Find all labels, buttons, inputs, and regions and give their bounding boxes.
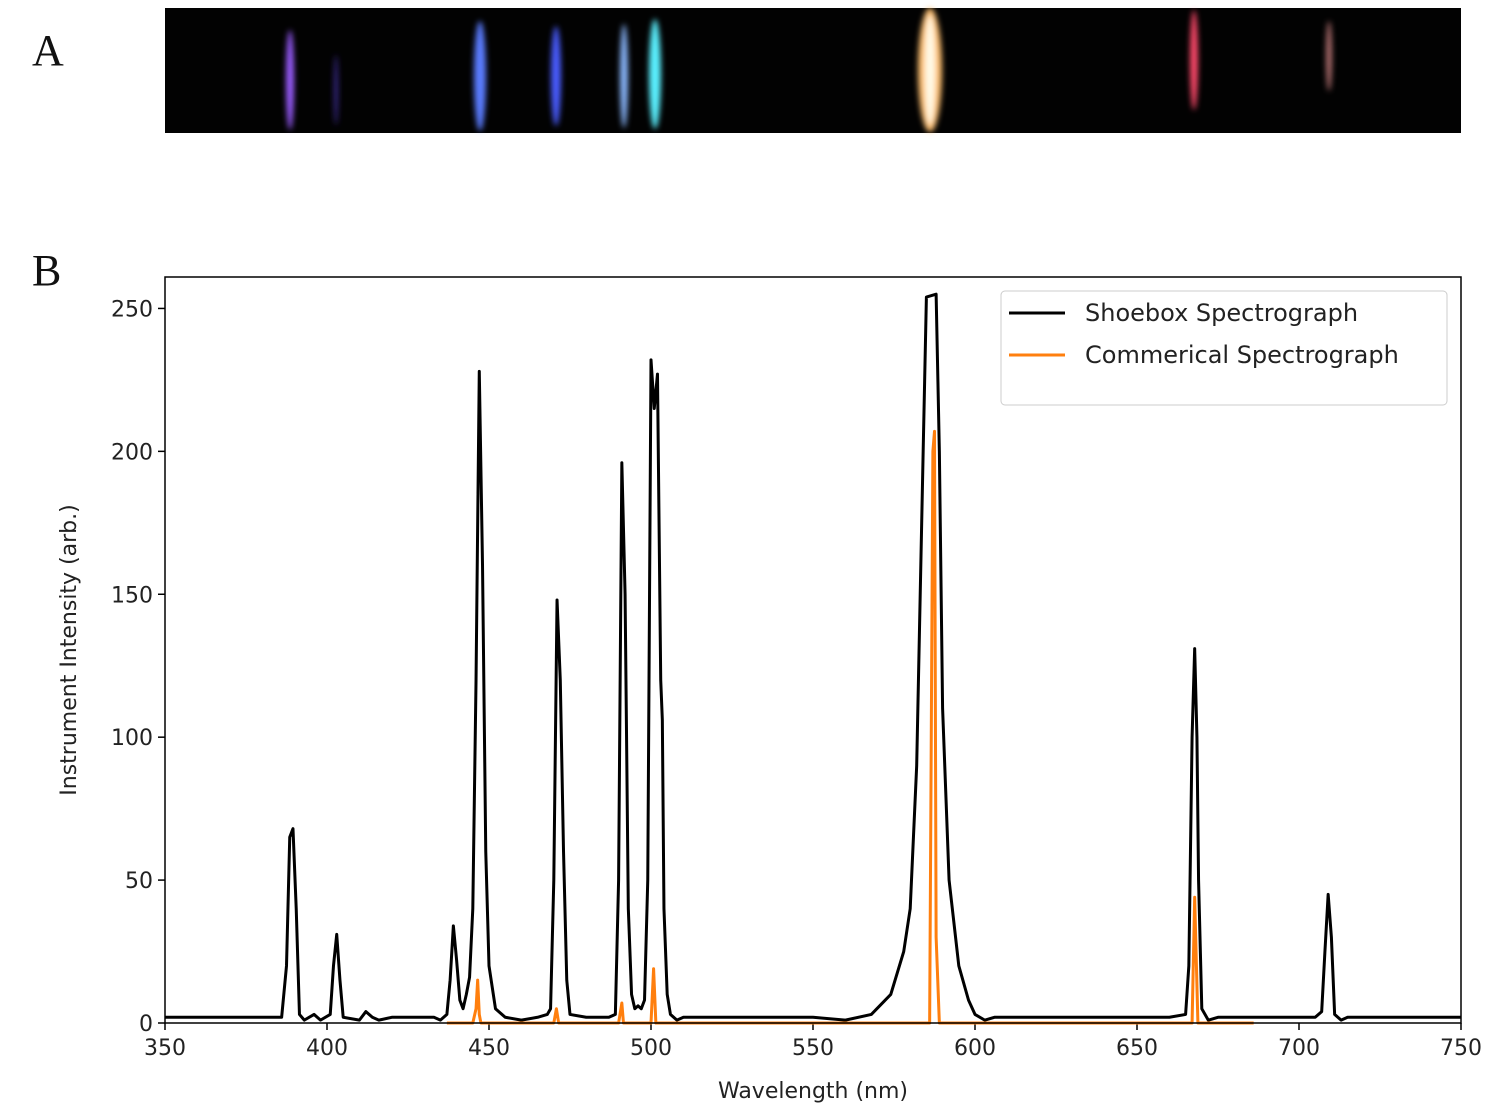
y-tick-label: 150 xyxy=(111,583,153,608)
emission-line xyxy=(334,55,338,125)
y-tick-label: 50 xyxy=(125,869,153,894)
x-tick-label: 450 xyxy=(468,1036,510,1061)
image-background xyxy=(165,8,1461,133)
x-tick-label: 350 xyxy=(144,1036,186,1061)
y-tick-label: 200 xyxy=(111,440,153,465)
data-line xyxy=(446,429,1254,1025)
data-line xyxy=(165,292,1461,1022)
x-tick-label: 750 xyxy=(1440,1036,1482,1061)
plot-frame xyxy=(164,276,1462,1024)
y-tick-label: 250 xyxy=(111,297,153,322)
emission-line xyxy=(1190,10,1198,110)
emission-line xyxy=(620,24,628,128)
panel-label: A xyxy=(32,26,64,75)
legend: Shoebox Spectrograph Commerical Spectrogr… xyxy=(1000,290,1448,406)
emission-line xyxy=(474,21,486,131)
x-tick-label: 550 xyxy=(792,1036,834,1061)
emission-line xyxy=(925,15,935,125)
x-tick-label: 700 xyxy=(1278,1036,1320,1061)
x-axis-label: Wavelength (nm) xyxy=(718,1079,908,1104)
x-tick-label: 400 xyxy=(306,1036,348,1061)
y-tick-label: 100 xyxy=(111,726,153,751)
legend-label: Commerical Spectrograph xyxy=(1085,341,1399,369)
x-tick-label: 650 xyxy=(1116,1036,1158,1061)
emission-line xyxy=(551,26,561,126)
emission-line xyxy=(649,19,661,129)
emission-line xyxy=(1326,21,1332,91)
panel-label: B xyxy=(32,246,61,295)
emission-line xyxy=(286,30,294,130)
y-tick-label: 0 xyxy=(139,1012,153,1037)
x-tick-label: 500 xyxy=(630,1036,672,1061)
emission-lines xyxy=(286,8,1332,132)
y-axis-label: Instrument Intensity (arb.) xyxy=(57,504,82,795)
x-tick-label: 600 xyxy=(954,1036,996,1061)
legend-label: Shoebox Spectrograph xyxy=(1085,299,1358,327)
spectrum-image xyxy=(165,8,1461,133)
legend-box xyxy=(1000,290,1448,406)
